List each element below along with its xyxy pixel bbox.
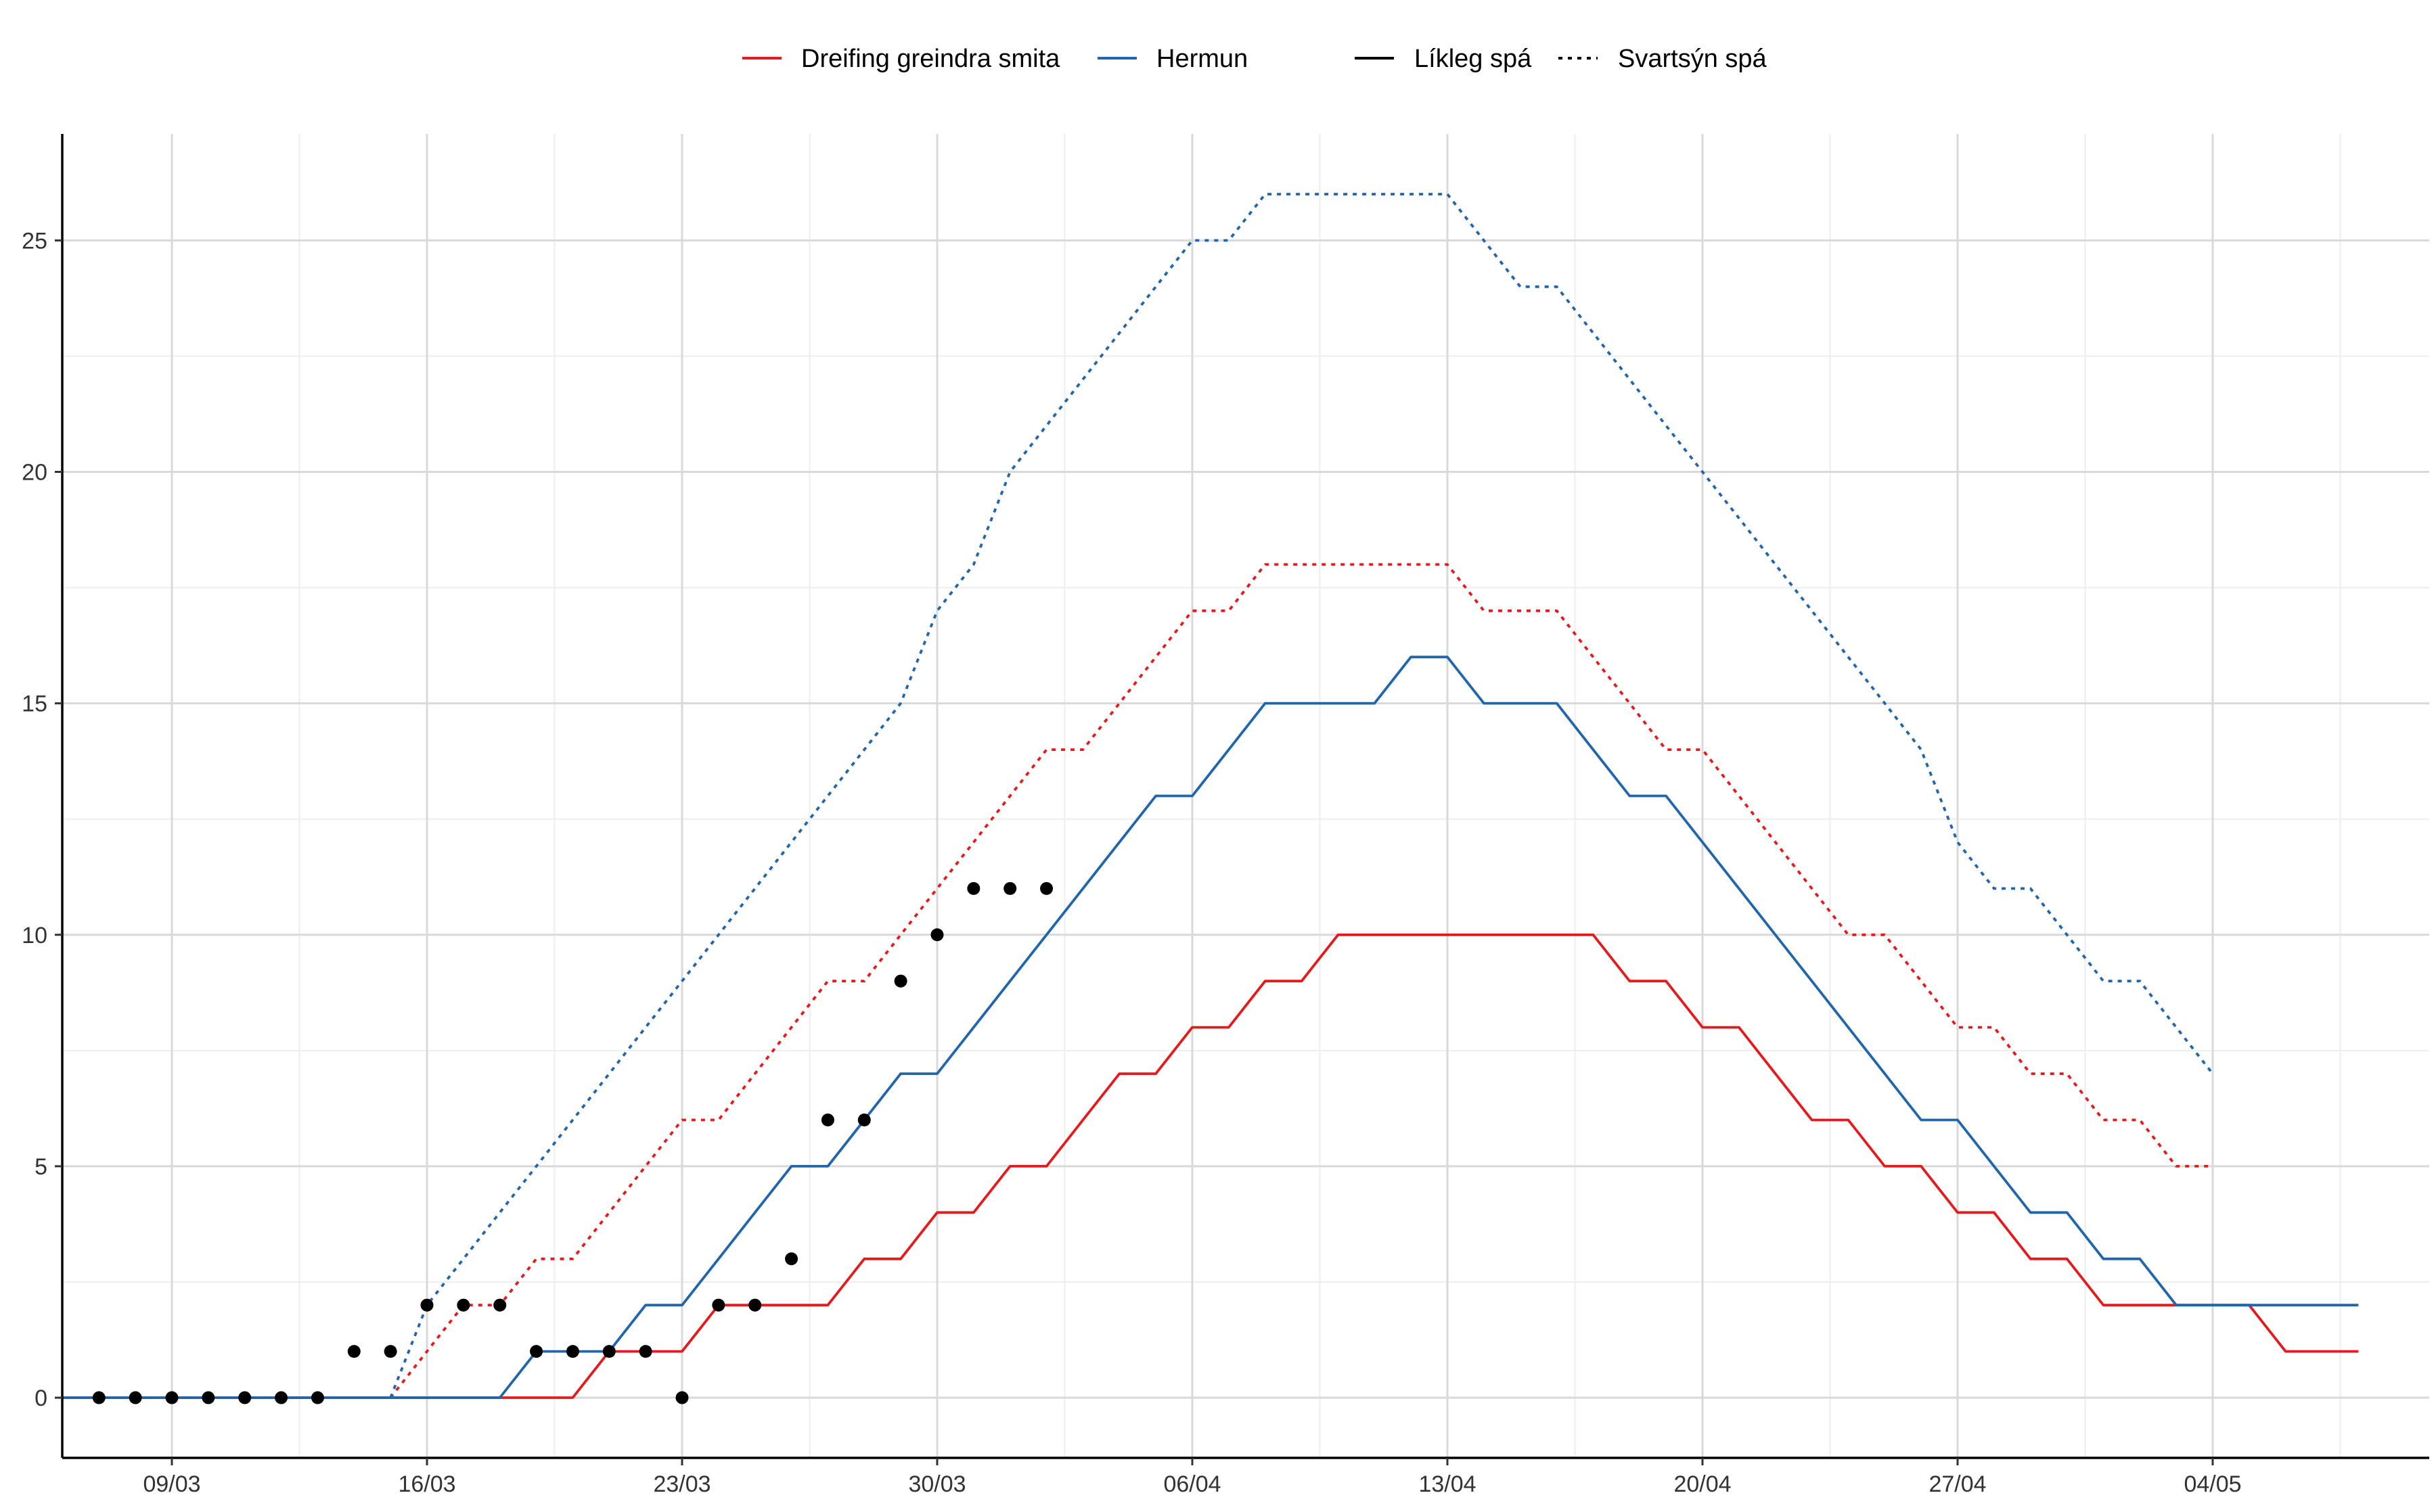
legend-label: Svartsýn spá: [1618, 45, 1767, 73]
x-tick-label: 13/04: [1418, 1471, 1476, 1497]
axis-layer: [61, 134, 2429, 1459]
observed-point: [675, 1391, 689, 1404]
observed-point: [748, 1298, 762, 1312]
observed-point: [566, 1345, 579, 1358]
observed-point: [785, 1252, 798, 1266]
observed-point: [457, 1298, 470, 1312]
legend: Dreifing greindra smita Hermun Líkleg spá S…: [742, 45, 1767, 73]
observed-point: [821, 1113, 834, 1126]
observed-point: [1040, 881, 1054, 895]
y-tick-label: 20: [22, 460, 47, 486]
grid-layer: [62, 134, 2429, 1458]
observed-point: [311, 1391, 324, 1404]
y-tick-label: 15: [22, 691, 47, 717]
x-tick-label: 09/03: [143, 1471, 200, 1497]
observed-point: [602, 1345, 616, 1358]
series-line-likely-simulation: [62, 656, 2359, 1399]
y-tick-label: 5: [35, 1154, 47, 1180]
observed-point: [712, 1298, 725, 1312]
observed-point: [420, 1298, 434, 1312]
observed-point: [1003, 881, 1017, 895]
observed-point: [894, 974, 907, 988]
series-layer: [62, 193, 2359, 1399]
observed-point: [165, 1391, 179, 1404]
observed-point: [347, 1345, 361, 1358]
x-tick-label: 30/03: [908, 1471, 966, 1497]
observed-point: [202, 1391, 215, 1404]
legend-label: Hermun: [1156, 45, 1248, 73]
legend-label: Líkleg spá: [1414, 45, 1532, 73]
series-line-pessimistic-distribution: [389, 563, 2213, 1399]
observed-point: [275, 1391, 288, 1404]
observed-point: [238, 1391, 252, 1404]
observed-point: [129, 1391, 142, 1404]
observed-point: [530, 1345, 543, 1358]
observed-point: [967, 881, 980, 895]
observed-point: [930, 928, 944, 942]
observed-point: [639, 1345, 652, 1358]
x-tick-label: 06/04: [1163, 1471, 1221, 1497]
observed-point: [493, 1298, 507, 1312]
y-tick-label: 25: [22, 228, 47, 254]
tick-label-layer: 09/03 16/03 23/03 30/03 06/04 13/04 20/04 27/04…: [22, 228, 2241, 1497]
x-tick-label: 16/03: [398, 1471, 455, 1497]
y-tick-label: 10: [22, 923, 47, 948]
x-tick-label: 23/03: [653, 1471, 710, 1497]
observed-points-layer: [92, 881, 1054, 1404]
legend-label: Dreifing greindra smita: [801, 45, 1060, 73]
x-tick-label: 04/05: [2184, 1471, 2241, 1497]
series-line-pessimistic-simulation: [389, 193, 2214, 1398]
x-tick-label: 20/04: [1673, 1471, 1731, 1497]
observed-point: [857, 1113, 871, 1126]
observed-point: [384, 1345, 397, 1358]
observed-point: [92, 1391, 106, 1404]
y-tick-label: 0: [35, 1385, 47, 1411]
x-tick-label: 27/04: [1928, 1471, 1986, 1497]
